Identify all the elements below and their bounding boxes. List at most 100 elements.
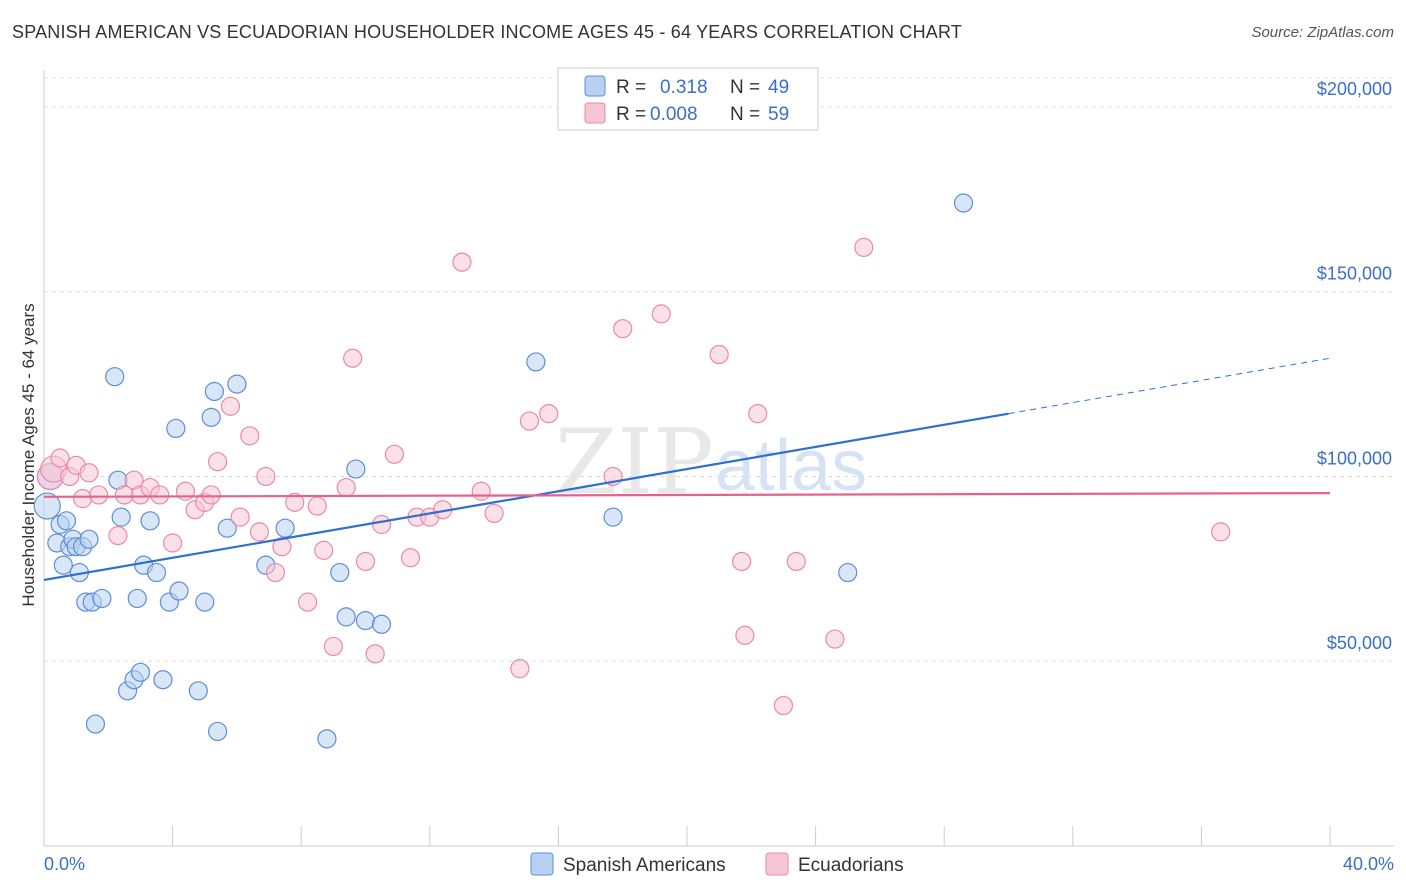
point-ecuadorian-57 [825, 629, 845, 649]
point-ecuadorian-29 [307, 496, 327, 516]
legend-swatch-pink [584, 102, 606, 124]
point-spanish-4 [53, 555, 73, 575]
point-spanish-21 [127, 588, 147, 609]
axes [43, 70, 1394, 847]
point-ecuadorian-46 [519, 411, 540, 431]
point-spanish-12 [79, 529, 99, 549]
point-ecuadorian-15 [175, 481, 196, 501]
point-spanish-24 [140, 511, 160, 531]
legend-r-label-1: R = [616, 77, 646, 98]
point-ecuadorian-37 [384, 444, 405, 464]
point-ecuadorian-30 [314, 540, 334, 560]
point-spanish-15 [92, 588, 112, 609]
point-spanish-26 [153, 670, 173, 690]
point-spanish-31 [195, 592, 215, 612]
point-spanish-0 [33, 492, 61, 520]
trend-line-ecuadorian [43, 492, 1331, 498]
point-ecuadorian-59 [1211, 522, 1231, 542]
bottom-legend-swatch-spanish [530, 852, 554, 876]
x-tick-label-max: 40.0% [1343, 854, 1394, 874]
legend-n-label-2: N = [730, 104, 760, 125]
y-tick-label-2: $150,000 [1317, 264, 1392, 284]
point-ecuadorian-42 [452, 252, 472, 272]
legend-r-value-1: 0.318 [660, 77, 708, 98]
point-ecuadorian-44 [484, 503, 504, 524]
point-ecuadorian-7 [89, 485, 109, 505]
point-spanish-18 [111, 507, 131, 527]
point-ecuadorian-28 [298, 592, 318, 612]
point-spanish-42 [346, 459, 366, 479]
point-ecuadorian-34 [355, 551, 376, 572]
point-spanish-44 [371, 614, 392, 634]
point-ecuadorian-55 [773, 695, 794, 716]
point-ecuadorian-26 [272, 537, 292, 557]
legend: R = 0.318 N = 49 R = 0.008 N = 59 [557, 67, 819, 131]
point-spanish-22 [130, 662, 151, 682]
point-spanish-43 [355, 610, 376, 631]
point-ecuadorian-20 [220, 396, 241, 416]
trend-line-spanish [43, 412, 1009, 582]
point-spanish-5 [56, 511, 77, 531]
y-tick-labels: $50,000 $100,000 $150,000 $200,000 [1317, 79, 1392, 653]
point-ecuadorian-56 [786, 551, 806, 572]
legend-r-value-2: 0.008 [650, 104, 698, 125]
point-ecuadorian-23 [249, 522, 270, 542]
point-ecuadorian-45 [510, 659, 530, 679]
point-spanish-39 [317, 729, 337, 749]
point-ecuadorian-36 [371, 514, 392, 535]
point-spanish-32 [201, 407, 221, 427]
point-ecuadorian-13 [150, 485, 170, 505]
point-ecuadorian-54 [748, 404, 768, 424]
watermark-atlas: atlas [715, 426, 867, 506]
point-spanish-41 [336, 607, 356, 627]
point-ecuadorian-53 [735, 625, 755, 645]
legend-n-value-1: 49 [768, 77, 789, 98]
trend-line-spanish-extension [1008, 357, 1331, 415]
point-ecuadorian-49 [613, 319, 633, 339]
point-ecuadorian-22 [240, 426, 260, 446]
point-ecuadorian-24 [256, 466, 276, 487]
point-spanish-33 [204, 381, 224, 402]
bottom-legend-swatch-ecuadorian [765, 852, 789, 876]
point-spanish-16 [105, 367, 125, 387]
legend-r-label-2: R = [616, 104, 646, 125]
trend-lines [43, 357, 1331, 582]
y-tick-label-0: $50,000 [1327, 633, 1392, 653]
y-axis-title: Householder Income Ages 45 - 64 years [19, 303, 38, 606]
points [33, 193, 1231, 749]
point-ecuadorian-19 [208, 452, 228, 472]
point-ecuadorian-58 [854, 237, 874, 257]
point-spanish-34 [208, 721, 228, 742]
watermark: ZIP atlas [555, 410, 867, 515]
point-spanish-40 [330, 562, 350, 583]
point-ecuadorian-8 [108, 525, 128, 546]
grid [44, 77, 1394, 662]
point-ecuadorian-47 [539, 404, 559, 424]
point-ecuadorian-50 [651, 304, 671, 324]
point-ecuadorian-31 [323, 636, 343, 657]
point-spanish-25 [146, 562, 167, 583]
point-spanish-45 [526, 352, 546, 372]
point-ecuadorian-51 [709, 344, 729, 365]
point-spanish-35 [217, 518, 237, 538]
legend-swatch-blue [584, 75, 606, 97]
point-ecuadorian-52 [732, 551, 752, 572]
point-spanish-30 [188, 681, 208, 701]
point-spanish-14 [85, 714, 106, 734]
point-ecuadorian-33 [343, 348, 363, 368]
point-spanish-36 [227, 374, 247, 394]
legend-n-value-2: 59 [768, 104, 789, 125]
point-ecuadorian-43 [471, 481, 491, 501]
point-spanish-29 [169, 581, 189, 601]
point-spanish-46 [603, 507, 623, 527]
point-ecuadorian-6 [79, 463, 99, 483]
watermark-zip: ZIP [555, 410, 714, 515]
point-ecuadorian-32 [336, 477, 356, 498]
point-ecuadorian-35 [365, 644, 385, 664]
x-ticks [172, 826, 1331, 846]
bottom-legend: Spanish Americans Ecuadorians [530, 852, 904, 876]
bottom-legend-label-spanish: Spanish Americans [563, 855, 726, 876]
point-ecuadorian-18 [201, 485, 221, 505]
point-ecuadorian-2 [50, 448, 70, 468]
